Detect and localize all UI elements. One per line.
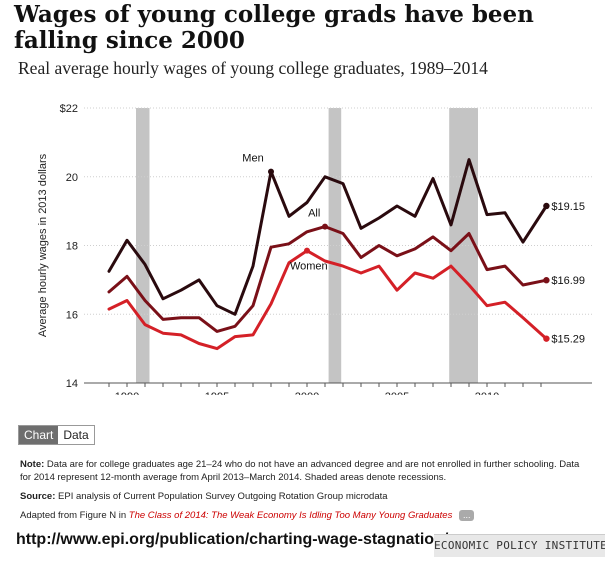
chart-title: Wages of young college grads have been f… — [14, 1, 534, 54]
y-tick-label: 14 — [66, 378, 78, 390]
series-line-women — [107, 249, 548, 351]
tab-data[interactable]: Data — [58, 426, 94, 444]
y-axis-label: Average hourly wages in 2013 dollars — [37, 153, 49, 337]
chart-labels: $19.15 Men $16.99 All $15.29 Women — [242, 152, 585, 345]
series-label-women: Women — [290, 261, 328, 273]
source-url[interactable]: http://www.epi.org/publication/charting-… — [16, 531, 449, 548]
recession-bands — [136, 108, 478, 383]
series-line-all — [107, 225, 548, 333]
source-label: Source: — [20, 491, 56, 502]
brand-logo: ECONOMIC POLICY INSTITUTE — [434, 534, 605, 557]
peak-point-all — [322, 223, 328, 230]
chart-subtitle: Real average hourly wages of young colle… — [18, 58, 488, 78]
y-tick-label: 18 — [66, 241, 78, 253]
series-label-men: Men — [242, 152, 263, 164]
more-button[interactable]: ... — [458, 509, 475, 521]
recession-band — [328, 108, 342, 383]
x-tick-label: 2010 — [475, 391, 499, 395]
end-label-women: $15.29 — [551, 334, 585, 346]
series-lines — [107, 158, 550, 351]
adapted-report-link[interactable]: The Class of 2014: The Weak Economy Is I… — [128, 510, 453, 521]
adapted-paragraph: Adapted from Figure N in The Class of 20… — [20, 509, 590, 522]
line-chart: 14 16 18 20 $22 1990 1995 2000 2005 2010 Average h… — [37, 103, 592, 395]
peak-point-women — [304, 247, 310, 254]
notes-section: Note: Data are for college graduates age… — [20, 458, 590, 528]
note-label: Note: — [20, 459, 45, 470]
end-point-men — [543, 202, 550, 210]
source-paragraph: Source: EPI analysis of Current Populati… — [20, 490, 590, 503]
source-text: EPI analysis of Current Population Surve… — [58, 491, 388, 502]
end-point-women — [543, 335, 550, 342]
x-tick-label: 2005 — [385, 391, 409, 395]
grid-lines — [84, 107, 592, 315]
tab-chart[interactable]: Chart — [19, 426, 59, 444]
x-tick-label: 1990 — [115, 391, 139, 395]
series-label-all: All — [308, 207, 320, 219]
series-line-men — [107, 158, 548, 316]
recession-band — [136, 108, 150, 383]
note-text: Data are for college graduates age 21–24… — [20, 459, 580, 483]
end-point-all — [543, 277, 550, 284]
y-tick-label: $22 — [60, 103, 78, 115]
x-tick-label: 1995 — [205, 391, 229, 395]
end-label-men: $19.15 — [551, 201, 585, 213]
y-tick-label: 16 — [66, 309, 78, 321]
adapted-prefix: Adapted from Figure N in — [20, 510, 127, 521]
note-paragraph: Note: Data are for college graduates age… — [20, 458, 590, 484]
end-label-all: $16.99 — [551, 275, 585, 287]
peak-point-men — [268, 168, 274, 175]
axes: 14 16 18 20 $22 1990 1995 2000 2005 2010 Average h… — [37, 103, 592, 395]
y-tick-label: 20 — [66, 172, 78, 184]
x-tick-label: 2000 — [295, 391, 319, 395]
chart-data-toggle: Chart Data — [18, 425, 95, 445]
